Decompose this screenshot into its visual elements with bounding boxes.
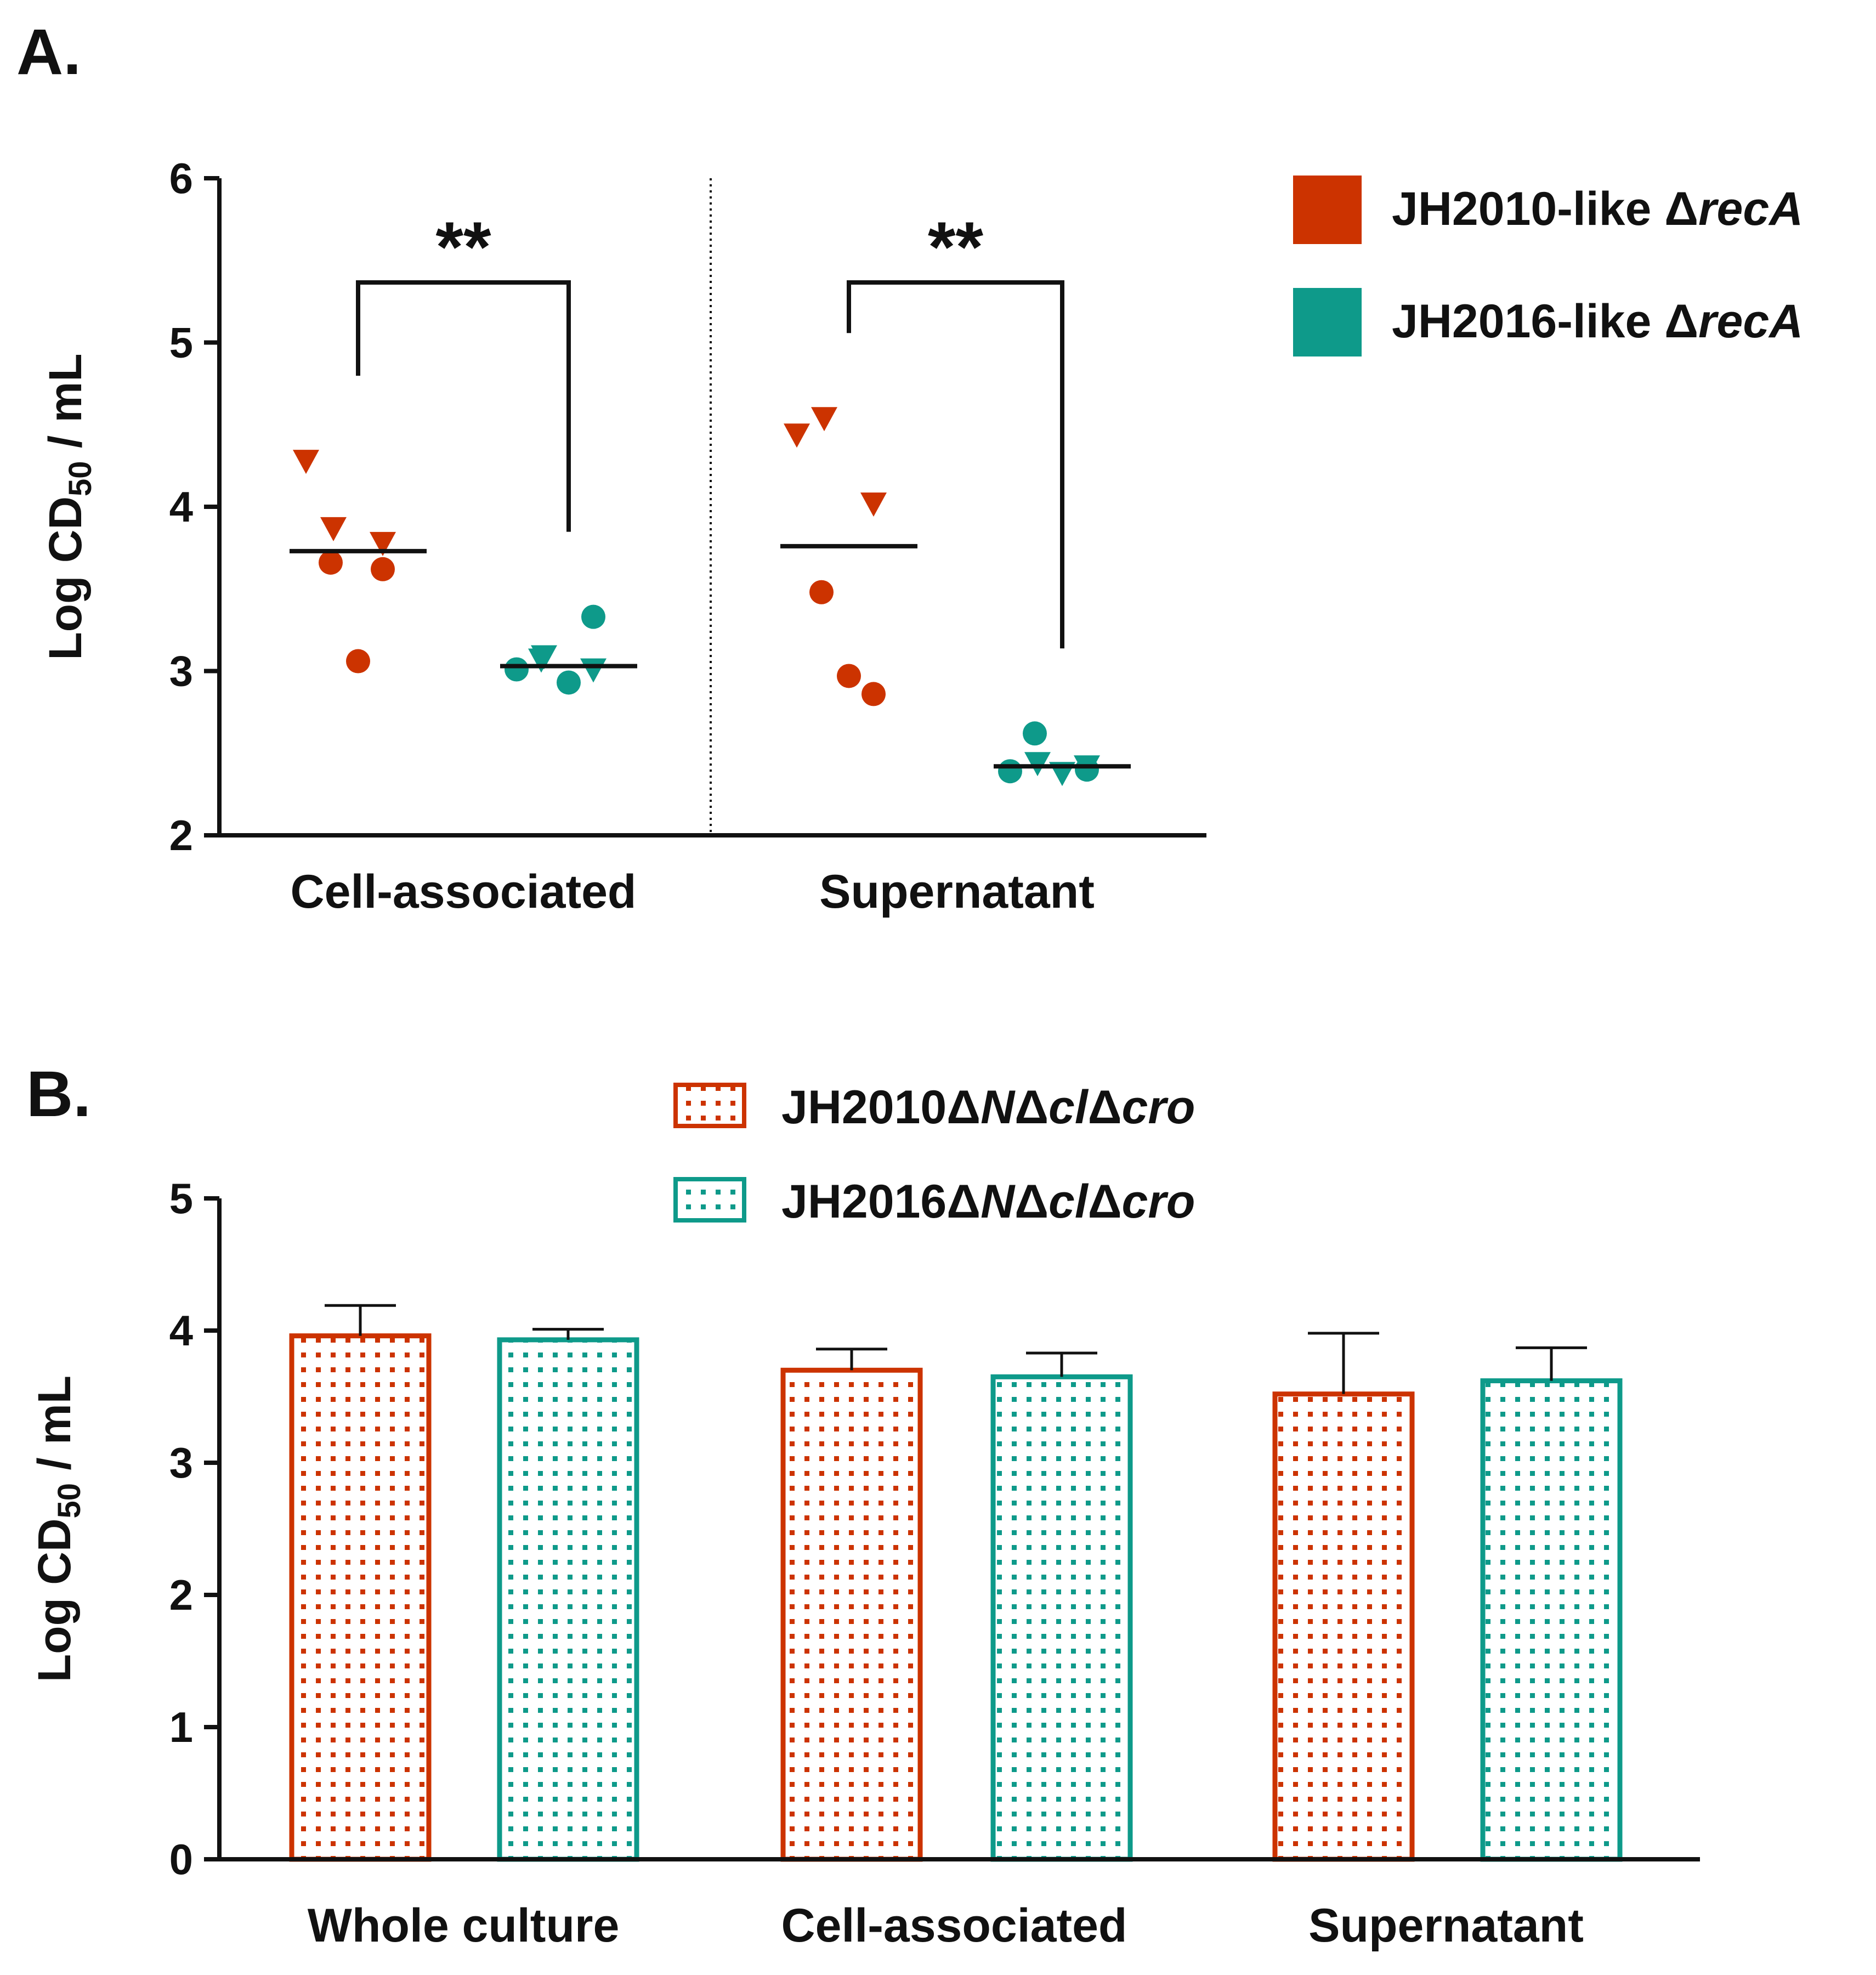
y-tick-label: 4: [169, 1306, 193, 1355]
data-point-circle-jh2010-like-reca: [371, 557, 395, 581]
y-tick-label: 6: [169, 154, 193, 202]
data-point-circle-jh2010-like-reca: [809, 580, 834, 604]
y-tick-label: 3: [169, 647, 193, 695]
legend-label-jh2016-ncl-cro: JH2016ΔNΔclΔcro: [781, 1175, 1195, 1228]
data-point-triangle-jh2010-like-reca: [811, 407, 837, 432]
bar-whole-culture-jh2010-n-cl-cro: [289, 1333, 432, 1862]
data-point-triangle-jh2010-like-reca: [784, 423, 810, 448]
data-point-triangle-jh2010-like-reca: [370, 531, 396, 556]
legend-swatch-jh2016-like: [1293, 288, 1362, 356]
data-point-circle-jh2016-like-reca: [998, 759, 1022, 784]
legend-swatch-jh2010-like: [1293, 176, 1362, 244]
data-point-circle-jh2010-like-reca: [346, 649, 370, 674]
panel-b-y-ticks: 0 1 2 3 4 5: [169, 1174, 219, 1883]
bar-whole-culture-jh2016-n-cl-cro: [497, 1337, 639, 1862]
data-point-circle-jh2016-like-reca: [581, 604, 605, 629]
y-tick-label: 4: [169, 483, 193, 531]
significance-label: **: [928, 207, 984, 287]
significance-bracket: [356, 280, 571, 532]
panel-b: B. JH2010ΔNΔclΔcro JH2016ΔNΔclΔcro 0 1 2 3 4…: [26, 1058, 1700, 1952]
data-point-triangle-jh2010-like-reca: [860, 493, 887, 517]
y-tick-label: 2: [169, 1571, 193, 1619]
panel-a-category-label: Supernatant: [819, 865, 1095, 918]
bar-supernatant-jh2010-n-cl-cro: [1272, 1391, 1415, 1862]
panel-a-y-ticks: 2 3 4 5 6: [169, 154, 219, 859]
panel-a-legend: JH2010-like ΔrecA JH2016-like ΔrecA: [1293, 176, 1803, 356]
data-point-circle-jh2010-like-reca: [862, 682, 886, 706]
bar-cell-associated-jh2010-n-cl-cro: [780, 1367, 923, 1862]
panel-a-significance-brackets: ** **: [356, 207, 1064, 649]
panel-a-mean-lines: [290, 544, 1131, 769]
data-point-triangle-jh2010-like-reca: [320, 517, 347, 541]
y-tick-label: 5: [169, 1174, 193, 1223]
y-axis-title: Log CD50 / mL: [29, 1376, 87, 1682]
panel-b-category-label: Cell-associated: [781, 1899, 1127, 1952]
legend-label-jh2010-like: JH2010-like ΔrecA: [1392, 183, 1803, 235]
legend-label-jh2010-ncl-cro: JH2010ΔNΔclΔcro: [781, 1081, 1195, 1134]
legend-label-jh2016-like: JH2016-like ΔrecA: [1392, 295, 1803, 348]
data-point-triangle-jh2016-like-reca: [580, 658, 607, 683]
y-axis-title: Log CD50 / mL: [39, 353, 98, 660]
y-tick-label: 1: [169, 1703, 193, 1751]
panel-b-category-label: Whole culture: [308, 1899, 620, 1952]
data-point-triangle-jh2016-like-reca: [528, 648, 554, 673]
panel-b-bars: [289, 1304, 1623, 1862]
y-tick-label: 0: [169, 1835, 193, 1883]
panel-b-category-label: Supernatant: [1308, 1899, 1584, 1952]
panel-a: A. 2 3 4 5 6 Log CD50 / mL ** ** Cell-associa…: [16, 16, 1803, 918]
y-tick-label: 5: [169, 319, 193, 367]
bar-cell-associated-jh2016-n-cl-cro: [990, 1374, 1133, 1862]
data-point-circle-jh2010-like-reca: [837, 664, 861, 688]
panel-a-data-points: [293, 407, 1100, 786]
legend-swatch-jh2010-ncl-cro: [673, 1083, 746, 1128]
panel-b-label: B.: [26, 1058, 91, 1130]
data-point-circle-jh2016-like-reca: [505, 657, 529, 682]
data-point-circle-jh2010-like-reca: [319, 550, 343, 575]
data-point-circle-jh2016-like-reca: [557, 670, 581, 695]
significance-label: **: [435, 207, 491, 287]
panel-b-legend: JH2010ΔNΔclΔcro JH2016ΔNΔclΔcro: [673, 1081, 1195, 1228]
panel-b-y-axis-title: Log CD50 / mL: [29, 1376, 87, 1682]
y-tick-label: 3: [169, 1439, 193, 1487]
panel-a-category-label: Cell-associated: [291, 865, 637, 918]
legend-swatch-jh2016-ncl-cro: [673, 1177, 746, 1223]
data-point-triangle-jh2010-like-reca: [293, 450, 319, 474]
panel-a-y-axis-title: Log CD50 / mL: [39, 353, 98, 660]
bar-supernatant-jh2016-n-cl-cro: [1480, 1378, 1623, 1862]
data-point-circle-jh2016-like-reca: [1023, 721, 1047, 746]
y-tick-label: 2: [169, 811, 193, 859]
significance-bracket: [847, 280, 1064, 649]
panel-a-label: A.: [16, 16, 81, 88]
